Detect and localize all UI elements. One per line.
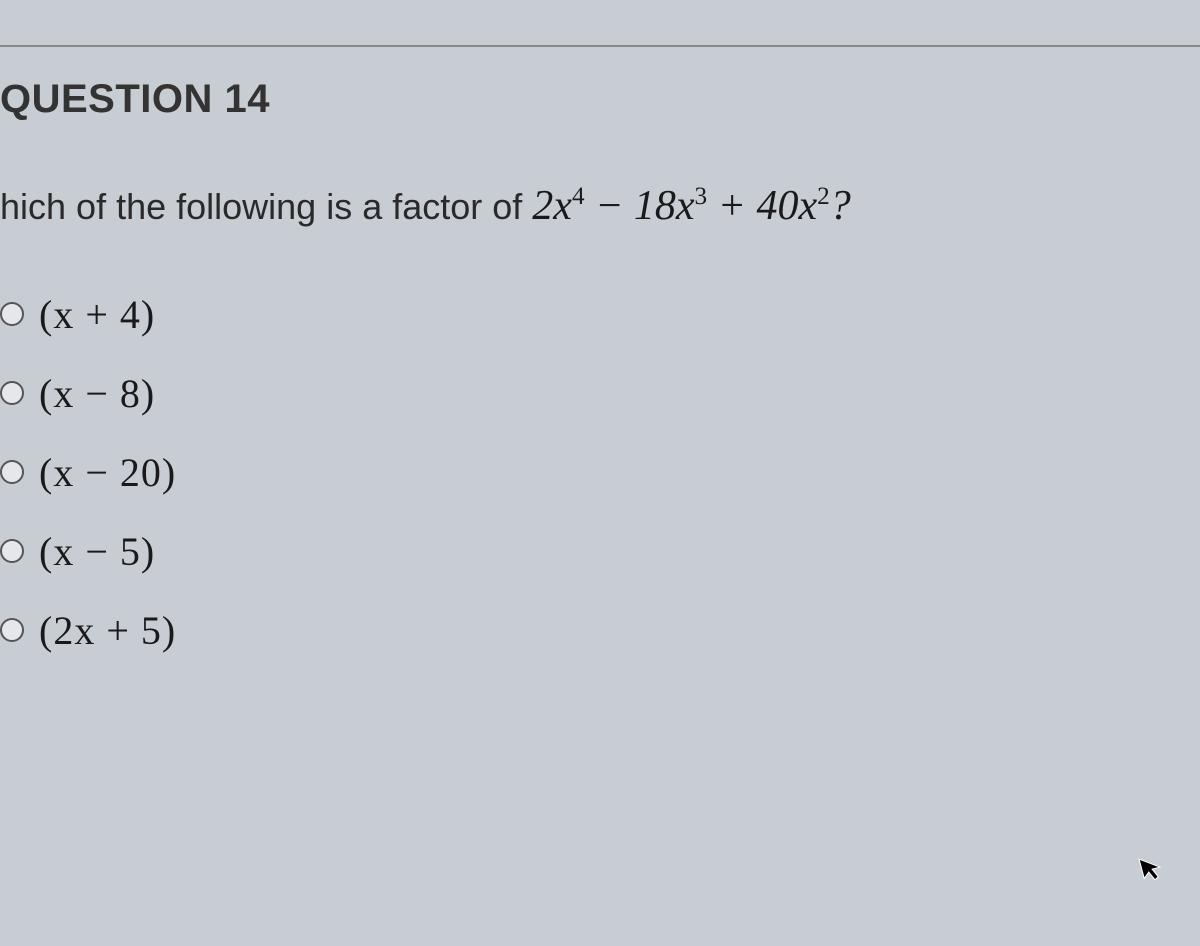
- radio-button[interactable]: [0, 460, 24, 484]
- option-label: (x + 4): [39, 291, 155, 338]
- option-label: (x − 20): [39, 449, 176, 496]
- divider-line: [0, 45, 1200, 47]
- option-label: (2x + 5): [39, 607, 176, 654]
- option-row[interactable]: (x + 4): [0, 291, 1200, 338]
- radio-button[interactable]: [0, 539, 24, 563]
- question-page: QUESTION 14 hich of the following is a f…: [0, 45, 1200, 654]
- radio-button[interactable]: [0, 618, 24, 642]
- math-expression: 2x4 − 18x3 + 40x2?: [532, 183, 850, 229]
- option-row[interactable]: (x − 8): [0, 370, 1200, 417]
- radio-button[interactable]: [0, 381, 24, 405]
- cursor-icon: [1137, 852, 1170, 894]
- options-list: (x + 4) (x − 8) (x − 20) (x − 5) (2x + 5…: [0, 291, 1200, 654]
- prompt-text: hich of the following is a factor of: [0, 186, 532, 227]
- radio-button[interactable]: [0, 302, 24, 326]
- question-header: QUESTION 14: [0, 77, 1200, 122]
- option-row[interactable]: (2x + 5): [0, 607, 1200, 654]
- option-row[interactable]: (x − 5): [0, 528, 1200, 575]
- question-prompt: hich of the following is a factor of 2x4…: [0, 177, 1200, 236]
- option-label: (x − 8): [39, 370, 155, 417]
- option-row[interactable]: (x − 20): [0, 449, 1200, 496]
- option-label: (x − 5): [39, 528, 155, 575]
